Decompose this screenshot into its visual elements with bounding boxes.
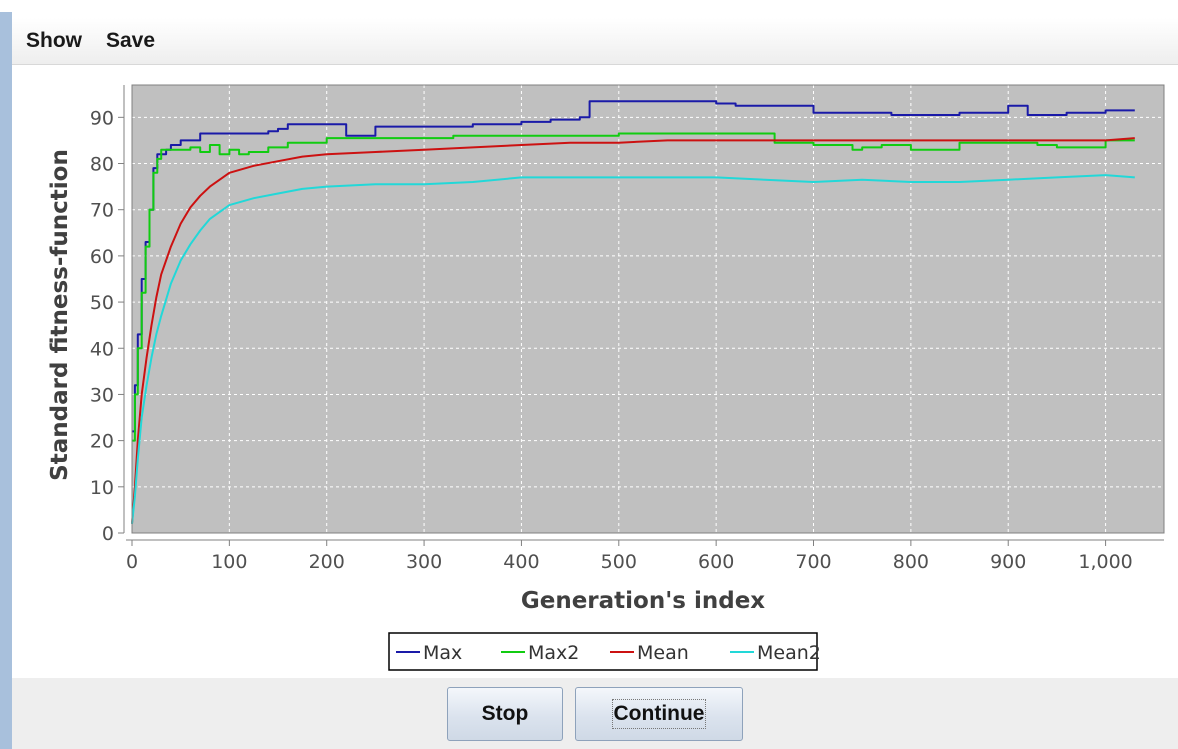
continue-button[interactable]: Continue [575, 687, 743, 741]
continue-button-label: Continue [611, 699, 707, 729]
x-tick-label: 600 [698, 551, 734, 573]
y-tick-label: 10 [90, 477, 114, 499]
y-tick-label: 0 [102, 523, 114, 545]
series-mean-line [131, 137, 1135, 524]
x-tick-label: 100 [211, 551, 247, 573]
y-tick-label: 30 [90, 384, 114, 406]
legend-label-max: Max [423, 642, 462, 664]
x-ticks: 0 100 200 300 400 500 600 700 800 900 1,000 [126, 540, 1133, 573]
stop-button-label: Stop [481, 702, 529, 725]
y-axis-label: Standard fitness-function [47, 149, 73, 481]
series-max2-line [132, 132, 1135, 442]
y-tick-label: 50 [90, 292, 114, 314]
window-left-frame [0, 12, 12, 749]
y-tick-label: 80 [90, 154, 114, 176]
legend-label-max2: Max2 [528, 642, 579, 664]
x-tick-label: 300 [406, 551, 442, 573]
y-tick-label: 60 [90, 246, 114, 268]
x-tick-label: 900 [990, 551, 1026, 573]
plot-frame [131, 84, 1165, 534]
plot-area [132, 85, 1164, 533]
series-lines [131, 100, 1135, 524]
legend-label-mean2: Mean2 [757, 642, 821, 664]
stop-button[interactable]: Stop [447, 687, 563, 741]
menu-save[interactable]: Save [106, 29, 156, 52]
chart-panel: 0 100 200 300 400 500 600 700 800 900 1,000 0 10 20 3… [12, 65, 1178, 678]
y-tick-label: 20 [90, 431, 114, 453]
window-top-border [0, 0, 1178, 12]
x-axis-label: Generation's index [521, 588, 765, 614]
x-tick-label: 400 [503, 551, 539, 573]
y-ticks: 0 10 20 30 40 50 60 70 80 90 [90, 107, 124, 545]
menu-bar: Show Save [12, 18, 1178, 65]
x-tick-label: 800 [893, 551, 929, 573]
y-tick-label: 70 [90, 200, 114, 222]
legend-label-mean: Mean [637, 642, 689, 664]
series-mean2-line [131, 174, 1135, 524]
legend: Max Max2 Mean Mean2 [388, 632, 821, 671]
menu-show[interactable]: Show [26, 29, 82, 52]
y-tick-label: 90 [90, 107, 114, 129]
x-tick-label: 0 [126, 551, 138, 573]
x-tick-label: 500 [601, 551, 637, 573]
y-tick-label: 40 [90, 338, 114, 360]
button-panel: Stop Continue [12, 678, 1178, 749]
x-tick-label: 1,000 [1078, 551, 1132, 573]
x-tick-label: 200 [309, 551, 345, 573]
fitness-chart: 0 100 200 300 400 500 600 700 800 900 1,000 0 10 20 3… [47, 84, 1165, 671]
x-tick-label: 700 [795, 551, 831, 573]
